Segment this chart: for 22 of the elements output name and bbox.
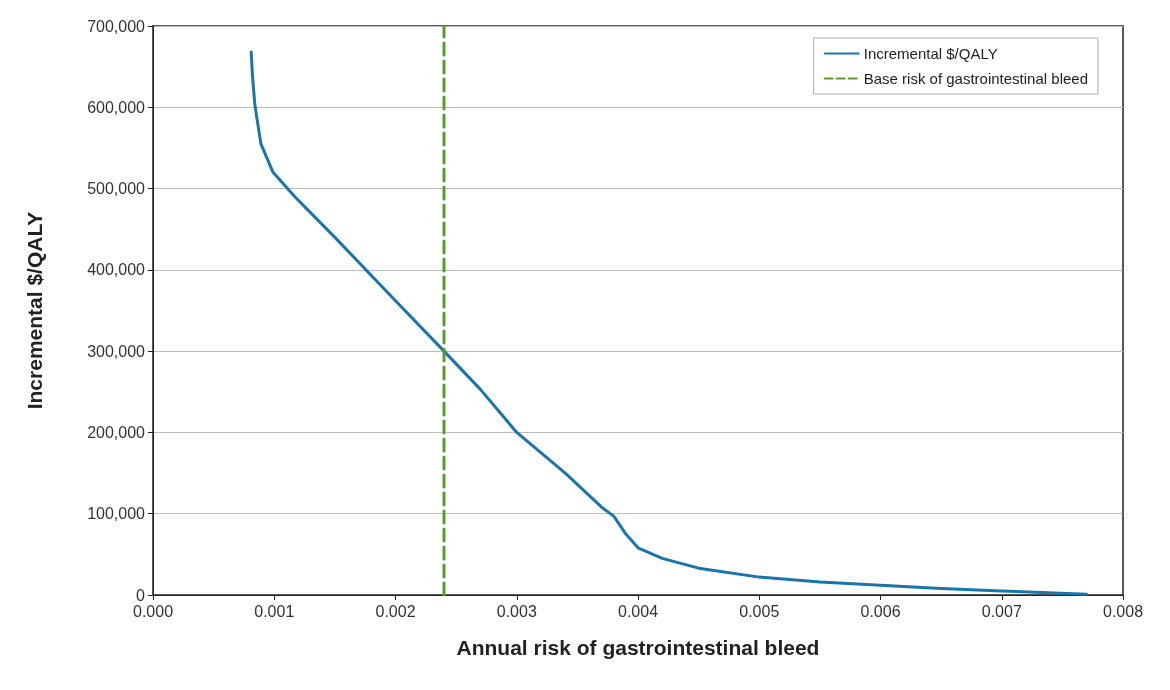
x-tick-label: 0.004	[617, 602, 659, 620]
y-tick-label: 700,000	[87, 17, 146, 35]
line-series	[249, 50, 1089, 596]
x-tick-label: 0.002	[375, 602, 416, 620]
x-tick-label: 0.008	[1102, 602, 1144, 620]
y-axis-title: Incremental $/QALY	[23, 211, 46, 410]
y-tick-label: 200,000	[87, 423, 146, 441]
legend-label: Base risk of gastrointestinal bleed	[863, 70, 1089, 87]
y-tick-label: 0	[136, 586, 146, 604]
y-tick-label: 400,000	[87, 261, 146, 279]
y-tick-label: 600,000	[87, 98, 146, 116]
x-tick-label: 0.006	[860, 602, 901, 620]
x-tick-label: 0.001	[254, 602, 295, 620]
x-axis-title: Annual risk of gastrointestinal bleed	[456, 636, 820, 659]
y-tick-label: 300,000	[87, 342, 146, 360]
x-tick-label: 0.007	[981, 602, 1022, 620]
legend-label: Incremental $/QALY	[863, 45, 998, 62]
y-tick-label: 100,000	[87, 505, 146, 523]
y-tick-label: 500,000	[87, 180, 146, 198]
x-tick-label: 0.005	[739, 602, 780, 620]
x-tick-label: 0.003	[496, 602, 537, 620]
x-tick-label: 0.000	[132, 602, 174, 620]
